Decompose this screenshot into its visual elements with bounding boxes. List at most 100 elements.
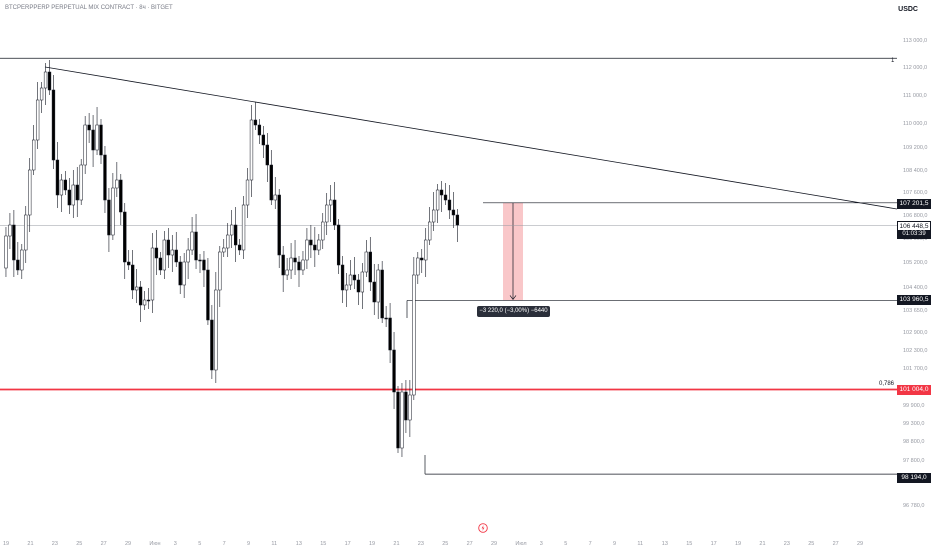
candle-body [123, 211, 127, 263]
measure-tooltip: −3 220,0 (−3,00%) −6440 [477, 306, 550, 317]
x-axis-tick: 5 [564, 541, 567, 547]
candle-body [447, 199, 452, 211]
candle-body [344, 284, 349, 291]
candle-body [16, 259, 20, 271]
candle-body [178, 261, 182, 286]
x-axis-tick: Июн [149, 541, 160, 547]
candle-body [257, 124, 262, 136]
candle-body [329, 199, 333, 206]
x-axis-tick: 17 [345, 541, 351, 547]
candle-body [451, 209, 456, 216]
candle-body [55, 159, 60, 196]
candle-body [428, 221, 432, 241]
y-axis-tick: 107 600,0 [903, 190, 927, 196]
candle-body [182, 261, 186, 286]
candle-body [443, 194, 448, 201]
candle-body [285, 269, 289, 276]
candle-body [376, 269, 380, 303]
candle-body [301, 259, 305, 271]
tradingview-logo-icon[interactable] [478, 523, 488, 533]
candle-body [71, 184, 75, 206]
candle-body [289, 257, 293, 271]
y-axis-tick: 110 000,0 [903, 121, 927, 127]
y-axis-tick: 108 400,0 [903, 168, 927, 174]
y-axis-tick: 106 000,0 [903, 236, 927, 242]
x-axis-tick: 15 [686, 541, 692, 547]
price-tag-fib-level: 101 004,0 [897, 385, 931, 395]
price-tag-top-level: 107 201,5 [897, 199, 931, 209]
fib-level-label: 0,786 [879, 381, 895, 387]
candle-body [91, 129, 95, 151]
candle-body [127, 261, 131, 266]
candle-body [352, 274, 357, 281]
candle-body [134, 286, 139, 291]
candle-body [39, 87, 44, 101]
currency-label[interactable]: USDC [898, 6, 918, 13]
candle-body [392, 349, 396, 393]
candle-body [79, 164, 83, 201]
candle-body [190, 231, 194, 251]
candle-body [87, 124, 91, 131]
candle-body [226, 234, 230, 249]
candle-body [142, 299, 147, 306]
candle-body [360, 271, 365, 293]
x-axis-tick: 27 [467, 541, 473, 547]
candle-body [158, 257, 163, 271]
candle-body [321, 221, 325, 241]
candle-body [8, 224, 12, 237]
x-axis-tick: 27 [101, 541, 107, 547]
candle-body [416, 257, 420, 276]
x-axis-tick: 19 [3, 541, 9, 547]
candle-body [218, 251, 222, 291]
x-axis-tick: 29 [857, 541, 863, 547]
y-axis-tick: 97 800,0 [903, 458, 924, 464]
level-one-label: 1 [891, 58, 895, 64]
candle-body [206, 269, 210, 321]
candle-body [146, 299, 151, 302]
x-axis-tick: Июл [515, 541, 526, 547]
y-axis-tick: 106 800,0 [903, 213, 927, 219]
candle-body [253, 119, 258, 126]
candle-body [265, 144, 269, 166]
price-tag-target: 103 960,5 [897, 295, 931, 305]
candle-body [281, 254, 285, 276]
candle-body [24, 214, 28, 251]
candle-body [214, 289, 218, 371]
y-axis-tick: 102 900,0 [903, 330, 927, 336]
candle-body [4, 235, 8, 269]
x-axis-tick: 27 [833, 541, 839, 547]
candle-body [35, 99, 40, 141]
x-axis-tick: 25 [808, 541, 814, 547]
y-axis-tick: 103 650,0 [903, 308, 927, 314]
symbol-title: BTCPERPPERP PERPETUAL MIX CONTRACT · 8ч … [5, 5, 173, 11]
candle-body [348, 274, 353, 286]
candle-body [95, 124, 99, 151]
x-axis-tick: 19 [369, 541, 375, 547]
candle-body [340, 264, 345, 291]
candle-body [420, 257, 424, 261]
bar-countdown: 01:03:39 [897, 230, 931, 239]
candle-body [388, 317, 392, 351]
candle-body [170, 249, 174, 256]
candle-body [241, 204, 246, 251]
x-axis-tick: 7 [589, 541, 592, 547]
candle-body [75, 184, 79, 201]
candle-body [408, 394, 412, 421]
candle-body [293, 257, 297, 263]
x-axis-tick: 15 [320, 541, 326, 547]
candle-body [435, 189, 440, 211]
x-axis-tick: 3 [540, 541, 543, 547]
candle-body [431, 209, 436, 223]
x-axis-tick: 3 [174, 541, 177, 547]
candle-body [396, 391, 400, 449]
candle-body [43, 71, 48, 89]
candle-body [32, 139, 36, 171]
candle-body [59, 179, 64, 196]
candle-body [237, 244, 242, 251]
y-axis-tick: 104 400,0 [903, 285, 927, 291]
candle-body [138, 286, 143, 306]
candle-body [174, 249, 178, 263]
candle-body [103, 154, 107, 201]
